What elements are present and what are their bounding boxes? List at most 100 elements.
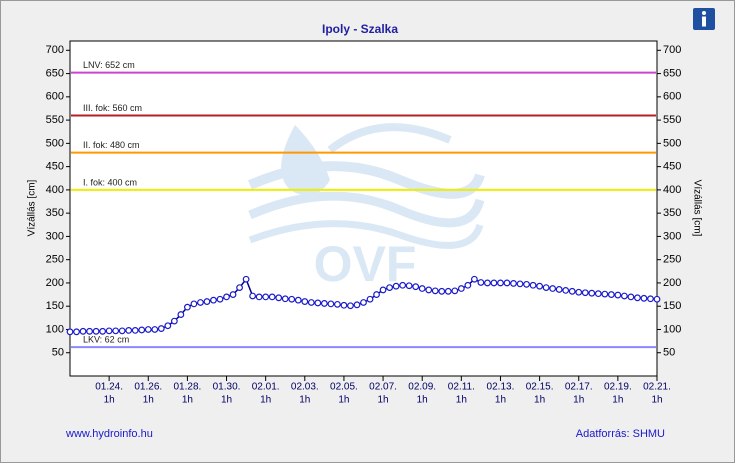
data-point (157, 325, 165, 332)
y-tick-label: 50 (52, 347, 64, 359)
footer-source: Adatforrás: SHMU (576, 428, 665, 440)
data-point (477, 279, 485, 286)
x-tick-sublabel: 1h (612, 395, 623, 406)
y-tick-label: 500 (46, 137, 64, 149)
data-point (268, 293, 276, 301)
data-point (281, 295, 289, 303)
y2-tick-label: 150 (663, 300, 681, 312)
data-point (301, 298, 309, 305)
data-point (138, 326, 146, 334)
data-point (223, 293, 230, 301)
data-point (236, 284, 243, 291)
x-tick-label: 02.01. (252, 382, 280, 393)
data-point (575, 288, 583, 296)
data-point (242, 275, 250, 283)
data-point (418, 285, 426, 292)
x-tick-sublabel: 1h (338, 395, 349, 406)
info-icon[interactable] (693, 8, 715, 30)
x-tick-label: 01.26. (134, 382, 162, 393)
level-label: LNV: 652 cm (83, 60, 135, 70)
data-point (510, 280, 517, 287)
data-point (183, 303, 191, 311)
data-point (607, 291, 615, 298)
footer-link[interactable]: www.hydroinfo.hu (65, 428, 153, 440)
data-point (444, 287, 452, 295)
y-tick-label: 700 (46, 44, 64, 56)
y2-tick-label: 250 (663, 254, 681, 266)
data-point (307, 299, 315, 306)
data-point (464, 281, 472, 289)
x-tick-label: 01.30. (213, 382, 241, 393)
level-label: III. fok: 560 cm (83, 103, 142, 113)
data-point (516, 280, 524, 288)
data-point (627, 293, 635, 301)
y2-tick-label: 50 (663, 347, 675, 359)
data-point (497, 279, 504, 287)
data-point (177, 311, 185, 318)
data-point (229, 291, 237, 298)
y-tick-label: 350 (46, 207, 64, 219)
x-tick-sublabel: 1h (495, 395, 506, 406)
watermark-logo (247, 123, 485, 249)
x-tick-label: 02.03. (291, 382, 319, 393)
data-point (405, 282, 413, 290)
y2-tick-label: 350 (663, 207, 681, 219)
data-point (249, 292, 257, 300)
data-point (255, 293, 263, 301)
y2-tick-label: 650 (663, 67, 681, 79)
data-point (594, 290, 602, 298)
y-axis-label: Vízállás [cm] (27, 179, 38, 236)
level-label: II. fok: 480 cm (83, 140, 140, 150)
x-tick-sublabel: 1h (221, 395, 232, 406)
data-point (203, 298, 211, 305)
data-point (451, 287, 459, 295)
data-point (294, 296, 302, 304)
data-point (131, 327, 139, 334)
y2-tick-label: 300 (663, 230, 681, 242)
data-point (347, 302, 354, 310)
data-point (470, 275, 478, 283)
data-point (503, 279, 511, 287)
data-point (79, 327, 87, 335)
data-point (327, 300, 335, 308)
y2-tick-label: 400 (663, 184, 681, 196)
data-point (634, 294, 641, 302)
x-tick-sublabel: 1h (182, 395, 193, 406)
y-tick-label: 250 (46, 254, 64, 266)
x-tick-sublabel: 1h (378, 395, 389, 406)
x-tick-label: 01.24. (95, 382, 123, 393)
data-point (379, 286, 387, 294)
data-point (164, 322, 172, 330)
x-tick-sublabel: 1h (417, 395, 428, 406)
data-point (536, 282, 543, 290)
y-tick-label: 400 (46, 184, 64, 196)
data-point (320, 300, 328, 307)
data-point (99, 327, 107, 335)
data-point (431, 287, 439, 295)
y-tick-label: 150 (46, 300, 64, 312)
y-tick-label: 100 (46, 323, 64, 335)
data-point (386, 284, 393, 291)
x-tick-sublabel: 1h (299, 395, 310, 406)
data-point (549, 285, 557, 292)
y-tick-label: 300 (46, 230, 64, 242)
plot-area (69, 40, 658, 377)
data-point (640, 294, 648, 302)
data-point (73, 328, 80, 336)
data-point (484, 279, 491, 287)
y-tick-label: 450 (46, 161, 64, 173)
x-tick-label: 02.13. (487, 382, 515, 393)
data-point (353, 301, 361, 309)
data-point (86, 327, 93, 335)
y-tick-label: 600 (46, 91, 64, 103)
data-point (490, 279, 498, 287)
data-point (334, 300, 341, 308)
x-tick-label: 02.07. (369, 382, 397, 393)
y2-axis-label: Vízállás [cm] (691, 180, 702, 237)
data-point (647, 295, 654, 303)
data-point (523, 280, 530, 288)
y2-tick-label: 450 (663, 161, 681, 173)
data-point (92, 327, 100, 335)
y2-tick-label: 100 (663, 323, 681, 335)
